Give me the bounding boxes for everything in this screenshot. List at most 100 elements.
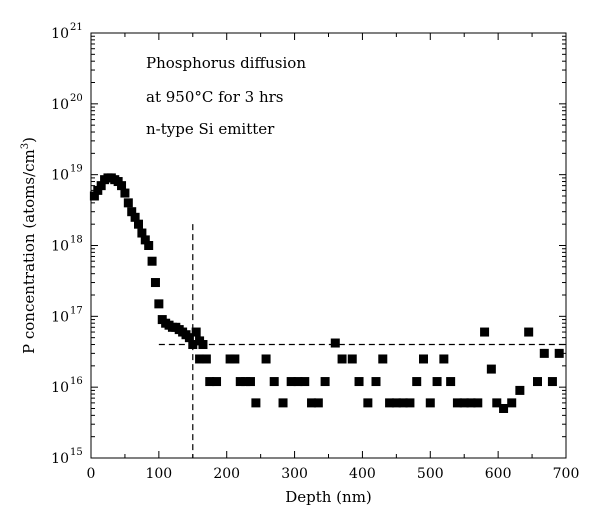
data-point [533, 377, 542, 387]
y-tick-label: 10 [51, 380, 69, 396]
annotation-line-1: Phosphorus diffusion [146, 54, 306, 72]
y-axis-title-superscript: 3 [20, 143, 31, 149]
data-point [459, 398, 469, 408]
data-point [154, 299, 164, 309]
data-point [198, 340, 208, 350]
x-tick-label: 700 [553, 466, 580, 482]
data-point [486, 364, 496, 374]
data-point [412, 377, 422, 387]
data-point [398, 398, 408, 408]
y-tick-label-exponent: 17 [70, 305, 83, 316]
x-tick-label: 0 [87, 466, 96, 482]
data-point [473, 398, 483, 408]
data-point [230, 354, 240, 364]
y-tick-label-exponent: 15 [70, 447, 83, 458]
data-point [337, 354, 347, 364]
data-point [492, 398, 502, 408]
data-point [150, 278, 160, 288]
data-point [515, 385, 525, 395]
data-point [89, 191, 99, 201]
data-point [93, 185, 103, 195]
data-point [261, 354, 271, 364]
data-point [524, 327, 534, 337]
data-point [184, 333, 194, 343]
reference-lines [158, 224, 566, 458]
y-tick-label: 10 [51, 451, 69, 467]
data-point [547, 377, 557, 387]
annotation-line-2: at 950°C for 3 hrs [146, 88, 283, 106]
data-point [123, 198, 133, 208]
y-tick-label-exponent: 19 [70, 164, 83, 175]
x-tick-label: 600 [485, 466, 512, 482]
data-point [405, 398, 415, 408]
data-point [499, 403, 509, 413]
y-tick-label: 10 [51, 168, 69, 184]
data-point [539, 348, 549, 358]
data-point [466, 398, 476, 408]
data-point [144, 241, 154, 250]
data-point [330, 338, 340, 348]
data-point [507, 398, 517, 408]
data-point [293, 377, 303, 387]
data-point [195, 354, 205, 364]
data-points [89, 173, 564, 413]
x-tick-label: 500 [417, 466, 444, 482]
x-tick-label: 100 [145, 466, 172, 482]
data-point [452, 398, 462, 408]
data-point [286, 377, 296, 387]
data-point [137, 228, 147, 238]
x-tick-labels: 0 100 200 300 400 500 600 700 [87, 466, 580, 482]
data-point [127, 207, 137, 217]
data-point [439, 354, 449, 364]
data-point [320, 377, 330, 387]
data-point [363, 398, 373, 408]
y-tick-label-exponent: 21 [70, 22, 83, 33]
data-point [241, 377, 251, 387]
data-point [225, 354, 235, 364]
data-point [300, 377, 310, 387]
y-tick-label: 10 [51, 26, 69, 42]
data-point [191, 327, 201, 337]
data-point [140, 235, 150, 245]
data-point [235, 377, 245, 387]
x-axis-title: Depth (nm) [285, 488, 372, 506]
data-point [354, 377, 364, 387]
data-point [251, 398, 261, 408]
data-point [391, 398, 401, 408]
data-point [278, 398, 288, 408]
data-point [347, 354, 357, 364]
data-point [446, 377, 456, 387]
data-point [212, 377, 222, 387]
y-tick-label-exponent: 18 [70, 235, 83, 246]
data-point [480, 327, 490, 337]
y-tick-label: 10 [51, 309, 69, 325]
x-tick-label: 400 [349, 466, 376, 482]
y-axis-title-close: ) [20, 137, 38, 143]
y-tick-label: 10 [51, 239, 69, 255]
data-point [245, 377, 255, 387]
data-point [130, 212, 140, 222]
data-point [385, 398, 395, 408]
y-tick-label-exponent: 20 [70, 93, 83, 104]
data-point [269, 377, 279, 387]
data-point [205, 377, 215, 387]
x-tick-label: 200 [213, 466, 240, 482]
data-point [313, 398, 323, 408]
data-point [371, 377, 381, 387]
x-tick-label: 300 [281, 466, 308, 482]
y-tick-label: 10 [51, 97, 69, 113]
data-point [120, 188, 130, 198]
tick-marks [90, 32, 567, 459]
data-point [147, 256, 157, 266]
y-tick-label-exponent: 16 [70, 376, 83, 387]
data-point [554, 348, 564, 358]
data-point [188, 340, 198, 350]
data-point [96, 181, 106, 191]
y-axis-title: P concentration (atoms/cm3) [20, 137, 38, 354]
y-axis-title-main: P concentration (atoms/cm [20, 149, 38, 354]
data-point [307, 398, 317, 408]
data-point [432, 377, 442, 387]
data-point [419, 354, 428, 364]
